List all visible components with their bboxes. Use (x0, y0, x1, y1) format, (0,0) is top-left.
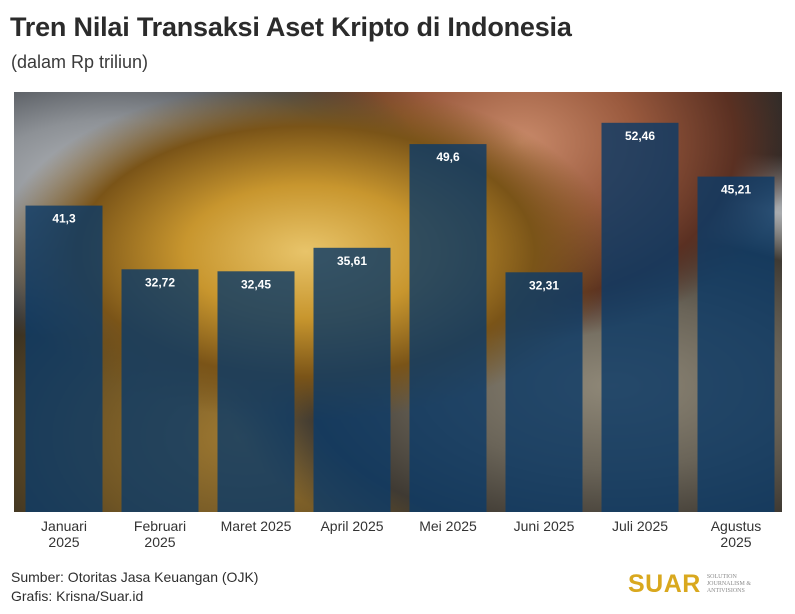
bar-7 (601, 122, 679, 512)
bar-value-label: 45,21 (721, 183, 751, 197)
x-tick-label: Juli 2025 (592, 518, 688, 534)
x-tick-label: Januari 2025 (16, 518, 112, 550)
bar-3 (217, 271, 295, 512)
x-tick-label-line: 2025 (48, 534, 80, 550)
x-tick-label-line: April 2025 (320, 518, 384, 534)
bar-4 (313, 247, 391, 512)
bar-value-label: 52,46 (625, 129, 655, 143)
x-tick-label-line: Februari (133, 518, 187, 534)
source-note: Sumber: Otoritas Jasa Keuangan (OJK) Gra… (11, 568, 258, 606)
x-axis-labels: Januari 2025 Februari 2025 Maret 2025 April 2… (14, 518, 782, 558)
plot-area: 41,3 32,72 32,45 35,61 49,6 32,31 52,46 45,21 (14, 92, 782, 512)
x-tick-label: Februari 2025 (112, 518, 208, 550)
bar-value-label: 32,72 (145, 275, 175, 289)
x-tick-label: Agustus 2025 (688, 518, 784, 550)
bar-2 (121, 269, 199, 512)
x-tick-label-line: Juli 2025 (611, 518, 669, 534)
x-tick-label-line: Mei 2025 (419, 518, 477, 534)
bar-6 (505, 272, 583, 512)
x-tick-label: Juni 2025 (496, 518, 592, 534)
suar-logo: SUAR SOLUTION JOURNALISM & ANTIVISIONS (628, 570, 769, 598)
bar-8 (697, 176, 775, 512)
bar-value-label: 32,31 (529, 278, 559, 292)
source-text: Sumber: Otoritas Jasa Keuangan (OJK) (11, 569, 259, 585)
credit-text: Grafis: Krisna/Suar.id (11, 588, 144, 604)
bar-value-label: 41,3 (52, 212, 76, 226)
x-tick-label-line: Agustus (710, 518, 762, 534)
bar-5 (409, 144, 487, 512)
logo-wordmark: SUAR (628, 569, 701, 598)
chart-title: Tren Nilai Transaksi Aset Kripto di Indo… (10, 12, 572, 42)
bar-value-label: 32,45 (241, 277, 271, 291)
logo-tagline: SOLUTION JOURNALISM & ANTIVISIONS (706, 573, 752, 594)
x-tick-label: Maret 2025 (208, 518, 304, 534)
bar-chart: 41,3 32,72 32,45 35,61 49,6 32,31 52,46 45,21 (25, 122, 775, 512)
bar-value-label: 49,6 (436, 150, 460, 164)
x-tick-label: Mei 2025 (400, 518, 496, 534)
x-tick-label-line: Maret 2025 (220, 518, 292, 534)
x-tick-label-line: Juni 2025 (513, 518, 575, 534)
bar-1 (25, 205, 103, 512)
bar-value-label: 35,61 (337, 254, 367, 268)
chart-subtitle: (dalam Rp triliun) (11, 52, 149, 72)
x-tick-label-line: 2025 (144, 534, 176, 550)
x-tick-label: April 2025 (304, 518, 400, 534)
x-tick-label-line: Januari (41, 518, 87, 534)
x-tick-label-line: 2025 (720, 534, 752, 550)
